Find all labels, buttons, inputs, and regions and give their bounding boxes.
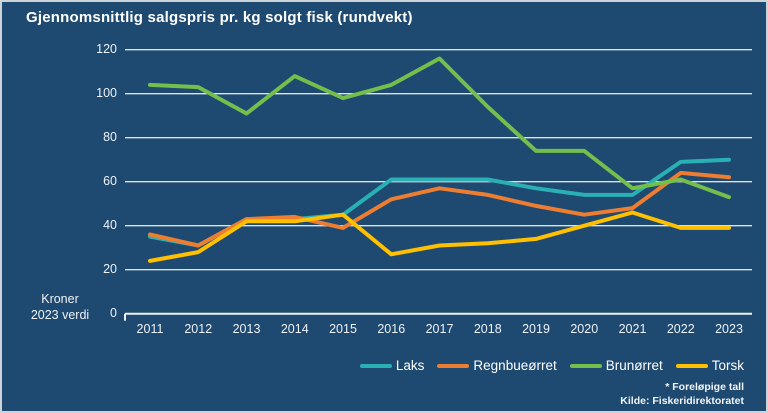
x-tick-label-2023: 2023 xyxy=(715,322,743,336)
legend-swatch-icon xyxy=(675,363,708,368)
y-axis-unit-label: Kroner 2023 verdi xyxy=(24,292,96,323)
legend-label: Brunørret xyxy=(605,358,663,373)
legend-label: Torsk xyxy=(711,358,744,373)
series-line-regnbueørret xyxy=(148,170,731,248)
x-tick-label-2021: 2021 xyxy=(618,322,647,336)
x-tick-label-2014: 2014 xyxy=(280,322,309,336)
x-tick-label-2016: 2016 xyxy=(377,322,406,336)
legend-label: Laks xyxy=(395,358,425,373)
legend-item-regnbueørret: Regnbueørret xyxy=(437,358,557,373)
chart-legend: Laks Regnbueørret Brunørret Torsk xyxy=(359,358,744,373)
x-tick-label-2020: 2020 xyxy=(570,322,599,336)
legend-swatch-icon xyxy=(569,363,602,368)
legend-item-brunørret: Brunørret xyxy=(569,358,663,373)
series-line-brunørret xyxy=(148,56,731,200)
series-line-torsk xyxy=(148,210,731,263)
x-tick-label-2017: 2017 xyxy=(425,322,454,336)
x-tick-label-2011: 2011 xyxy=(136,322,164,336)
y-tick-label-40: 40 xyxy=(103,217,117,232)
chart-footnote: * Foreløpige tall Kilde: Fiskeridirektor… xyxy=(620,381,744,408)
y-tick-label-20: 20 xyxy=(103,261,117,276)
y-tick-label-80: 80 xyxy=(103,129,117,144)
footnote-preliminary: * Foreløpige tall xyxy=(665,381,744,393)
x-tick-label-2012: 2012 xyxy=(184,322,213,336)
x-tick-label-2015: 2015 xyxy=(329,322,357,336)
x-tick-label-2022: 2022 xyxy=(666,322,695,336)
x-tick-label-2019: 2019 xyxy=(522,322,550,336)
y-tick-label-60: 60 xyxy=(103,173,117,188)
footnote-source: Kilde: Fiskeridirektoratet xyxy=(620,394,744,407)
x-tick-label-2018: 2018 xyxy=(473,322,502,336)
legend-swatch-icon xyxy=(359,363,392,368)
chart-title: Gjennomsnittlig salgspris pr. kg solgt f… xyxy=(26,9,413,26)
y-tick-label-0: 0 xyxy=(110,305,117,320)
y-tick-label-100: 100 xyxy=(96,85,117,100)
y-axis-unit-line1: Kroner xyxy=(41,292,79,306)
y-tick-label-120: 120 xyxy=(96,41,117,56)
legend-swatch-icon xyxy=(437,363,470,368)
legend-item-torsk: Torsk xyxy=(675,358,744,373)
y-axis-unit-line2: 2023 verdi xyxy=(30,307,90,322)
legend-label: Regnbueørret xyxy=(473,358,557,373)
legend-item-laks: Laks xyxy=(359,358,425,373)
x-tick-label-2013: 2013 xyxy=(232,322,261,336)
